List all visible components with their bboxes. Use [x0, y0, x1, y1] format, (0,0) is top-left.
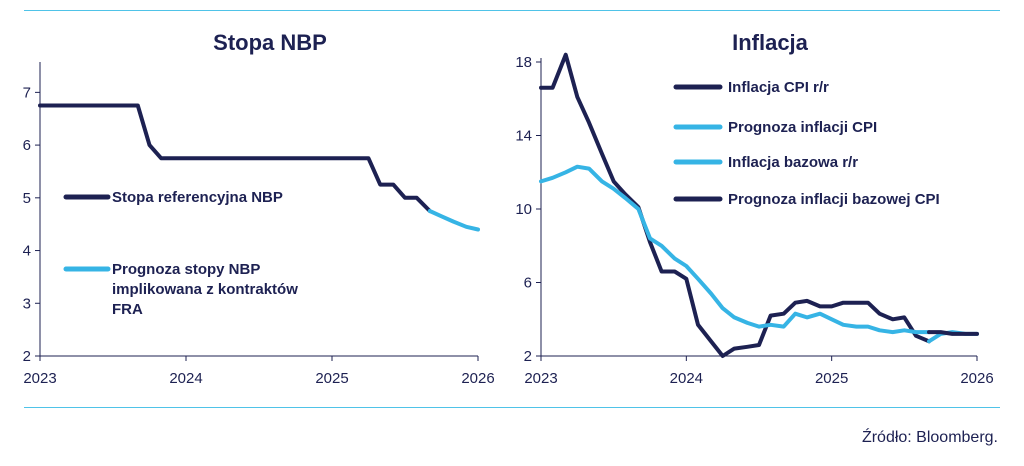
- x-tick-label: 2025: [815, 370, 848, 387]
- y-tick-label: 18: [515, 54, 532, 71]
- bottom-rule: [24, 407, 1000, 408]
- legend-label: Prognoza inflacji bazowej CPI: [728, 191, 940, 208]
- legend-label: Stopa referencyjna NBP: [112, 189, 283, 206]
- y-tick-label: 3: [23, 295, 31, 312]
- legend-label: Inflacja bazowa r/r: [728, 154, 858, 171]
- source-note: Źródło: Bloomberg.: [861, 429, 998, 446]
- series-line-1-1: [38, 103, 432, 213]
- legend-label: Prognoza inflacji CPI: [728, 119, 877, 136]
- top-rule: [24, 10, 1000, 11]
- x-tick-label: 2023: [524, 370, 557, 387]
- y-tick-label: 2: [524, 348, 532, 365]
- y-tick-label: 10: [515, 201, 532, 218]
- x-tick-label: 2025: [315, 370, 348, 387]
- y-tick-label: 14: [515, 128, 532, 145]
- y-tick-label: 6: [524, 275, 532, 292]
- series-line-2-4: [927, 330, 979, 336]
- chart-title-stopa: Stopa NBP: [213, 30, 327, 55]
- series-line-2-1: [539, 52, 931, 358]
- x-tick-label: 2026: [461, 370, 494, 387]
- series-line-1-2: [427, 209, 480, 232]
- chart-title-inflacja: Inflacja: [732, 30, 808, 55]
- y-tick-label: 4: [23, 243, 31, 260]
- series-line-2-3: [539, 164, 931, 335]
- x-tick-label: 2024: [169, 370, 202, 387]
- y-tick-label: 7: [23, 84, 31, 101]
- x-tick-label: 2024: [670, 370, 703, 387]
- x-tick-label: 2026: [960, 370, 993, 387]
- legend-label: Prognoza stopy NBP implikowana z kontrakt…: [112, 261, 298, 318]
- legend-label: Inflacja CPI r/r: [728, 79, 829, 96]
- y-tick-label: 6: [23, 137, 31, 154]
- y-tick-label: 5: [23, 190, 31, 207]
- x-tick-label: 2023: [23, 370, 56, 387]
- y-tick-label: 2: [23, 348, 31, 365]
